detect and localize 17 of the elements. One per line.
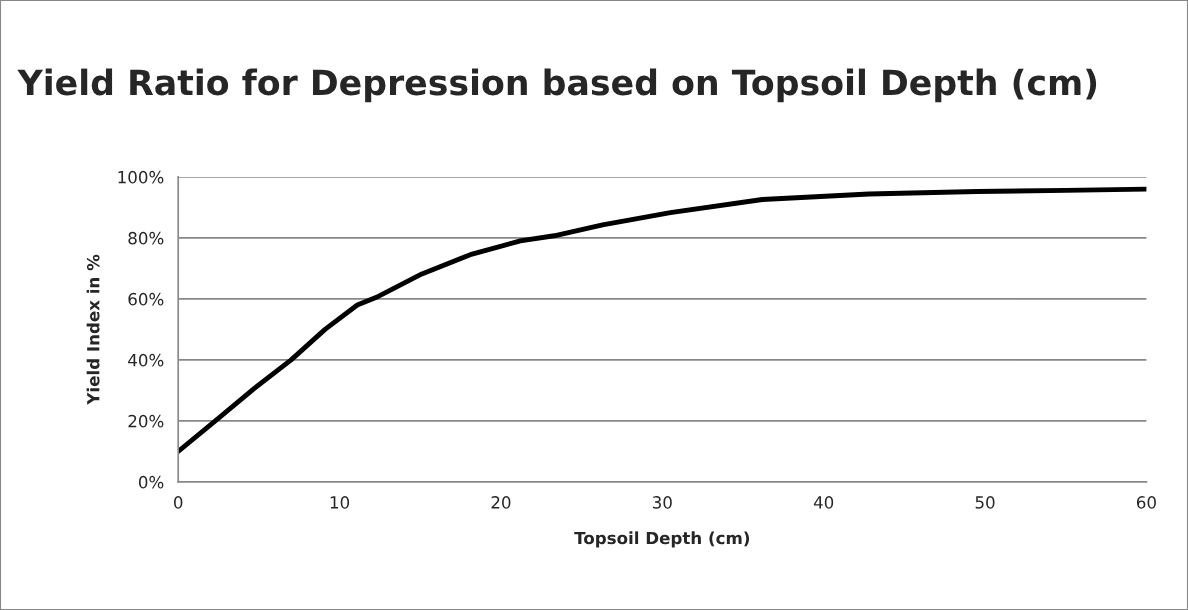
y-tick-label: 40% (128, 353, 164, 367)
x-tick-label: 40 (813, 496, 834, 509)
x-tick-label: 50 (975, 496, 995, 509)
x-tick-label: 30 (652, 496, 672, 509)
y-axis-title: Yield Index in % (86, 254, 100, 405)
line-series (178, 186, 1147, 454)
y-tick-label: 20% (128, 414, 164, 428)
y-tick-label: 0% (138, 475, 164, 489)
x-tick-label: 20 (491, 496, 511, 509)
y-tick-label: 100% (118, 170, 164, 184)
x-tick-label: 60 (1136, 496, 1156, 509)
y-tick-label: 80% (128, 231, 164, 245)
x-axis-title: Topsoil Depth (cm) (574, 531, 750, 548)
x-tick-label: 10 (330, 496, 350, 509)
y-tick-label: 60% (128, 292, 164, 306)
x-tick-label: 0 (174, 496, 183, 509)
chart-title: Yield Ratio for Depression based on Topsoil Depth (cm) (17, 68, 1097, 103)
